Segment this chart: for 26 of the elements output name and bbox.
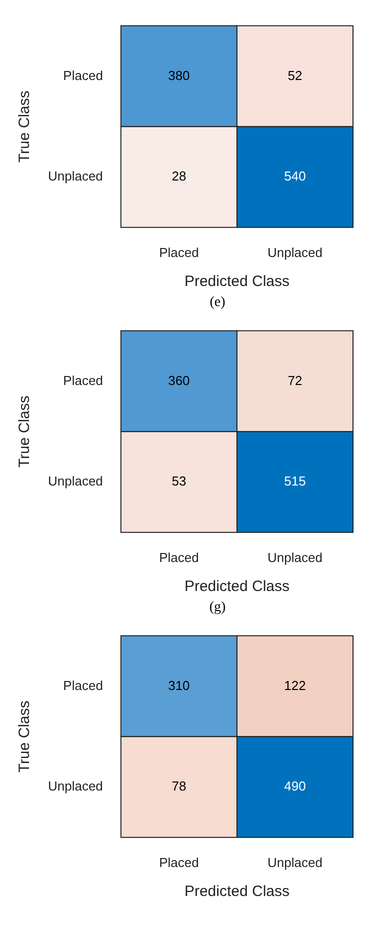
y-tick-label: Placed <box>63 678 103 693</box>
text: (e) <box>208 294 226 312</box>
data-label: 515 <box>284 474 306 489</box>
data-label: 72 <box>288 372 302 388</box>
data-label: 540 <box>284 168 306 184</box>
text: (g) <box>208 599 227 617</box>
data-label: 28 <box>172 168 186 184</box>
y-axis-title: True Class <box>16 90 34 163</box>
y-axis-title: True Class <box>16 396 34 468</box>
data-label: 52 <box>288 68 302 83</box>
y-tick-label: Unplaced <box>48 168 103 184</box>
y-tick-label: Unplaced <box>48 778 103 794</box>
data-label: 122 <box>284 678 306 693</box>
x-axis-title: Predicted Class <box>184 578 290 596</box>
y-tick-label: Placed <box>63 68 103 83</box>
x-axis-title: Predicted Class <box>184 273 290 290</box>
y-tick-label: Placed <box>63 372 103 388</box>
data-label: 380 <box>168 68 190 83</box>
y-axis-title: True Class <box>16 700 34 773</box>
data-label: 53 <box>172 474 186 489</box>
data-label: 360 <box>168 372 190 388</box>
data-label: 310 <box>168 678 190 693</box>
x-axis-title: Predicted Class <box>184 883 290 900</box>
y-tick-label: Unplaced <box>48 474 103 489</box>
data-label: 490 <box>284 778 306 794</box>
data-label: 78 <box>172 778 186 794</box>
